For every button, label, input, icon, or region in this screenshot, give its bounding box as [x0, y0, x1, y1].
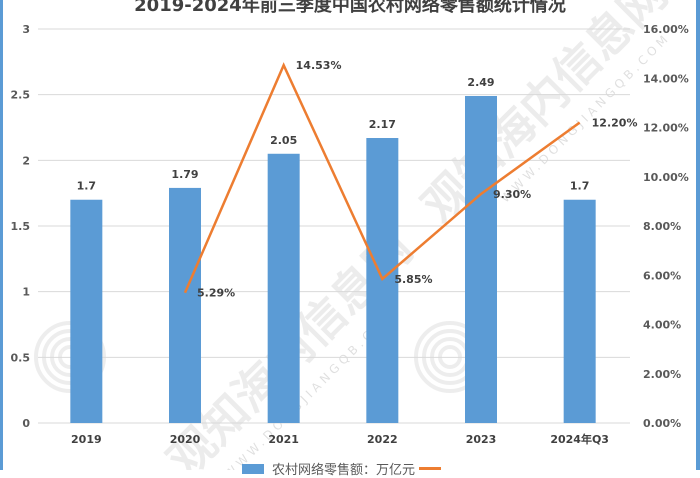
chart-title: 2019-2024年前三季度中国农村网络零售额统计情况 — [134, 0, 566, 16]
bar — [465, 95, 497, 423]
bar — [169, 187, 201, 423]
chart-legend: 农村网络零售额：万亿元 — [242, 459, 442, 478]
x-axis-label: 2021 — [268, 433, 299, 446]
growth-line — [183, 62, 581, 294]
left-axis-tick: 2.5 — [11, 89, 31, 102]
right-axis-tick: 12.00% — [643, 122, 689, 135]
right-axis-tick: 10.00% — [643, 171, 689, 184]
left-axis-tick: 0.5 — [11, 351, 31, 364]
right-axis-tick: 4.00% — [643, 319, 681, 332]
left-axis-tick: 2 — [22, 154, 30, 167]
right-axis-tick: 6.00% — [643, 269, 681, 282]
line-data-label: 12.20% — [592, 117, 638, 130]
line-data-label: 14.53% — [296, 59, 342, 72]
x-axis-label: 2024年Q3 — [550, 432, 609, 446]
bar-data-label: 1.7 — [77, 180, 97, 193]
line-data-label: 5.29% — [197, 287, 235, 300]
right-axis-tick: 0.00% — [643, 417, 681, 430]
watermark: 观知海内信息网观知海内信息网WWW.DONGJIANGQB.COMWWW.DON… — [157, 0, 678, 470]
bar — [267, 153, 300, 423]
left-axis-tick: 1 — [22, 286, 30, 299]
left-axis-tick: 1.5 — [11, 220, 31, 233]
line-data-label: 9.30% — [493, 188, 531, 201]
x-axis-label: 2023 — [466, 433, 497, 446]
legend-bar-swatch — [242, 463, 264, 474]
line-data-label: 5.85% — [394, 273, 432, 286]
right-axis-tick: 14.00% — [643, 72, 689, 85]
x-axis-label: 2020 — [170, 433, 201, 446]
right-axis-tick: 8.00% — [643, 220, 681, 233]
bar-data-label: 1.7 — [570, 180, 590, 193]
bar — [563, 199, 596, 423]
bar-data-label: 2.17 — [369, 118, 396, 131]
right-axis-tick: 2.00% — [643, 368, 681, 381]
legend-line-swatch — [419, 467, 442, 470]
left-axis-tick: 3 — [22, 23, 30, 36]
bar — [70, 199, 103, 423]
bar-data-label: 2.49 — [467, 76, 494, 89]
bar-data-label: 2.05 — [270, 134, 297, 147]
bar-data-label: 1.79 — [171, 168, 198, 181]
legend-bar-label: 农村网络零售额：万亿元 — [272, 463, 416, 478]
x-axis-label: 2019 — [71, 433, 102, 446]
left-axis-tick: 0 — [22, 417, 30, 430]
right-axis-tick: 16.00% — [643, 23, 689, 36]
watermark-text: 观知海内信息网 — [412, 0, 678, 232]
x-axis-label: 2022 — [367, 433, 398, 446]
